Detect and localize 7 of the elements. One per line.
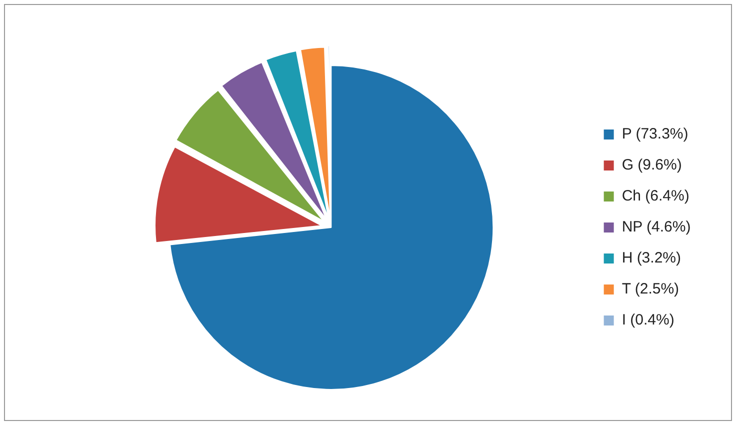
legend-label: G (9.6%) xyxy=(622,156,682,174)
legend-label: T (2.5%) xyxy=(622,280,680,298)
legend-label: Ch (6.4%) xyxy=(622,188,690,205)
legend-label: I (0.4%) xyxy=(622,312,674,329)
legend-label: H (3.2%) xyxy=(622,250,682,267)
legend-label: NP (4.6%) xyxy=(622,218,691,236)
legend-label: P (73.3%) xyxy=(622,126,688,143)
